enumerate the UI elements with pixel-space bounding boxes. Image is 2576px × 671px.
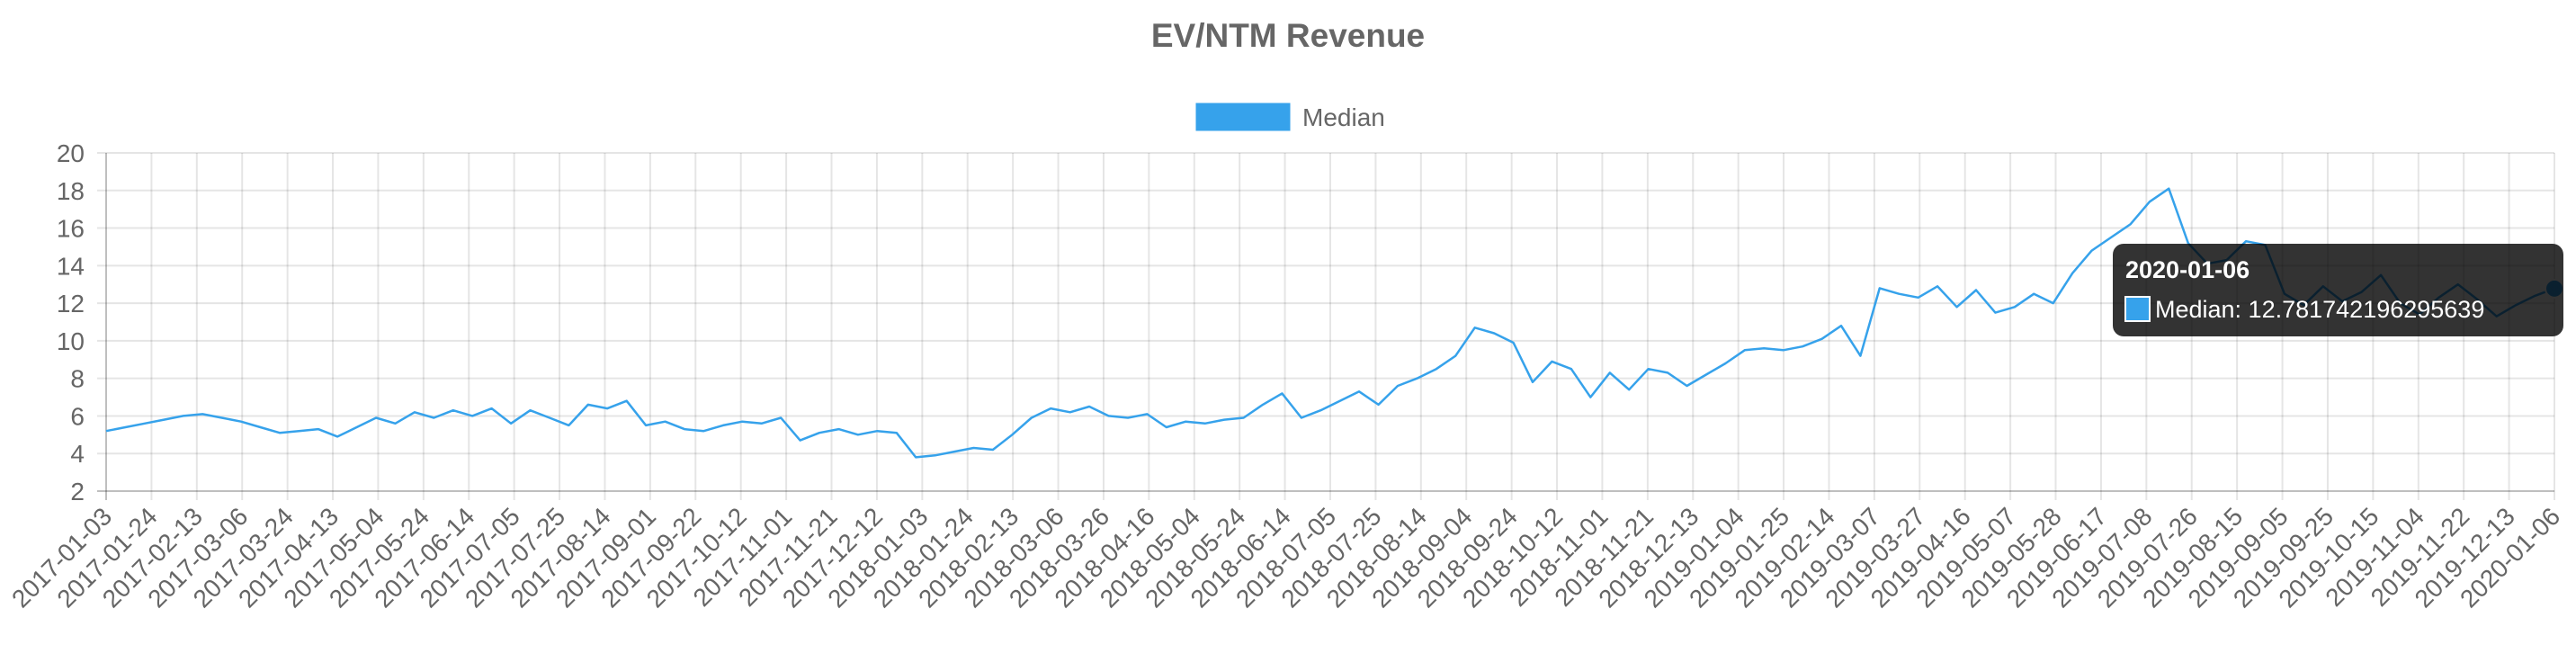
legend-swatch-median [1195, 103, 1291, 131]
y-tick-label: 8 [70, 365, 85, 393]
x-axis-ticks: 2017-01-032017-01-242017-02-132017-03-06… [6, 502, 2565, 613]
tooltip-title: 2020-01-06 [2125, 256, 2250, 283]
gridlines [97, 152, 2555, 500]
y-tick-label: 16 [57, 215, 85, 243]
y-tick-label: 2 [70, 478, 85, 505]
y-tick-label: 10 [57, 327, 85, 355]
chart-title: EV/NTM Revenue [1151, 17, 1425, 54]
y-tick-label: 12 [57, 290, 85, 318]
y-tick-label: 14 [57, 252, 85, 280]
legend[interactable]: Median [1195, 103, 1385, 131]
series-line-median [105, 187, 2555, 459]
tooltip-swatch [2124, 296, 2151, 322]
y-tick-label: 18 [57, 177, 85, 205]
y-tick-label: 20 [57, 139, 85, 167]
tooltip-box [2113, 244, 2563, 336]
y-tick-label: 4 [70, 440, 85, 468]
y-tick-label: 6 [70, 402, 85, 430]
tooltip: 2020-01-06 Median: 12.781742196295639 [2113, 244, 2563, 336]
legend-label-median: Median [1302, 103, 1385, 131]
tooltip-label: Median: 12.781742196295639 [2155, 296, 2484, 323]
series-layer [105, 187, 2555, 459]
y-axis-ticks: 2 4 6 8 10 12 14 16 18 20 [57, 139, 85, 505]
